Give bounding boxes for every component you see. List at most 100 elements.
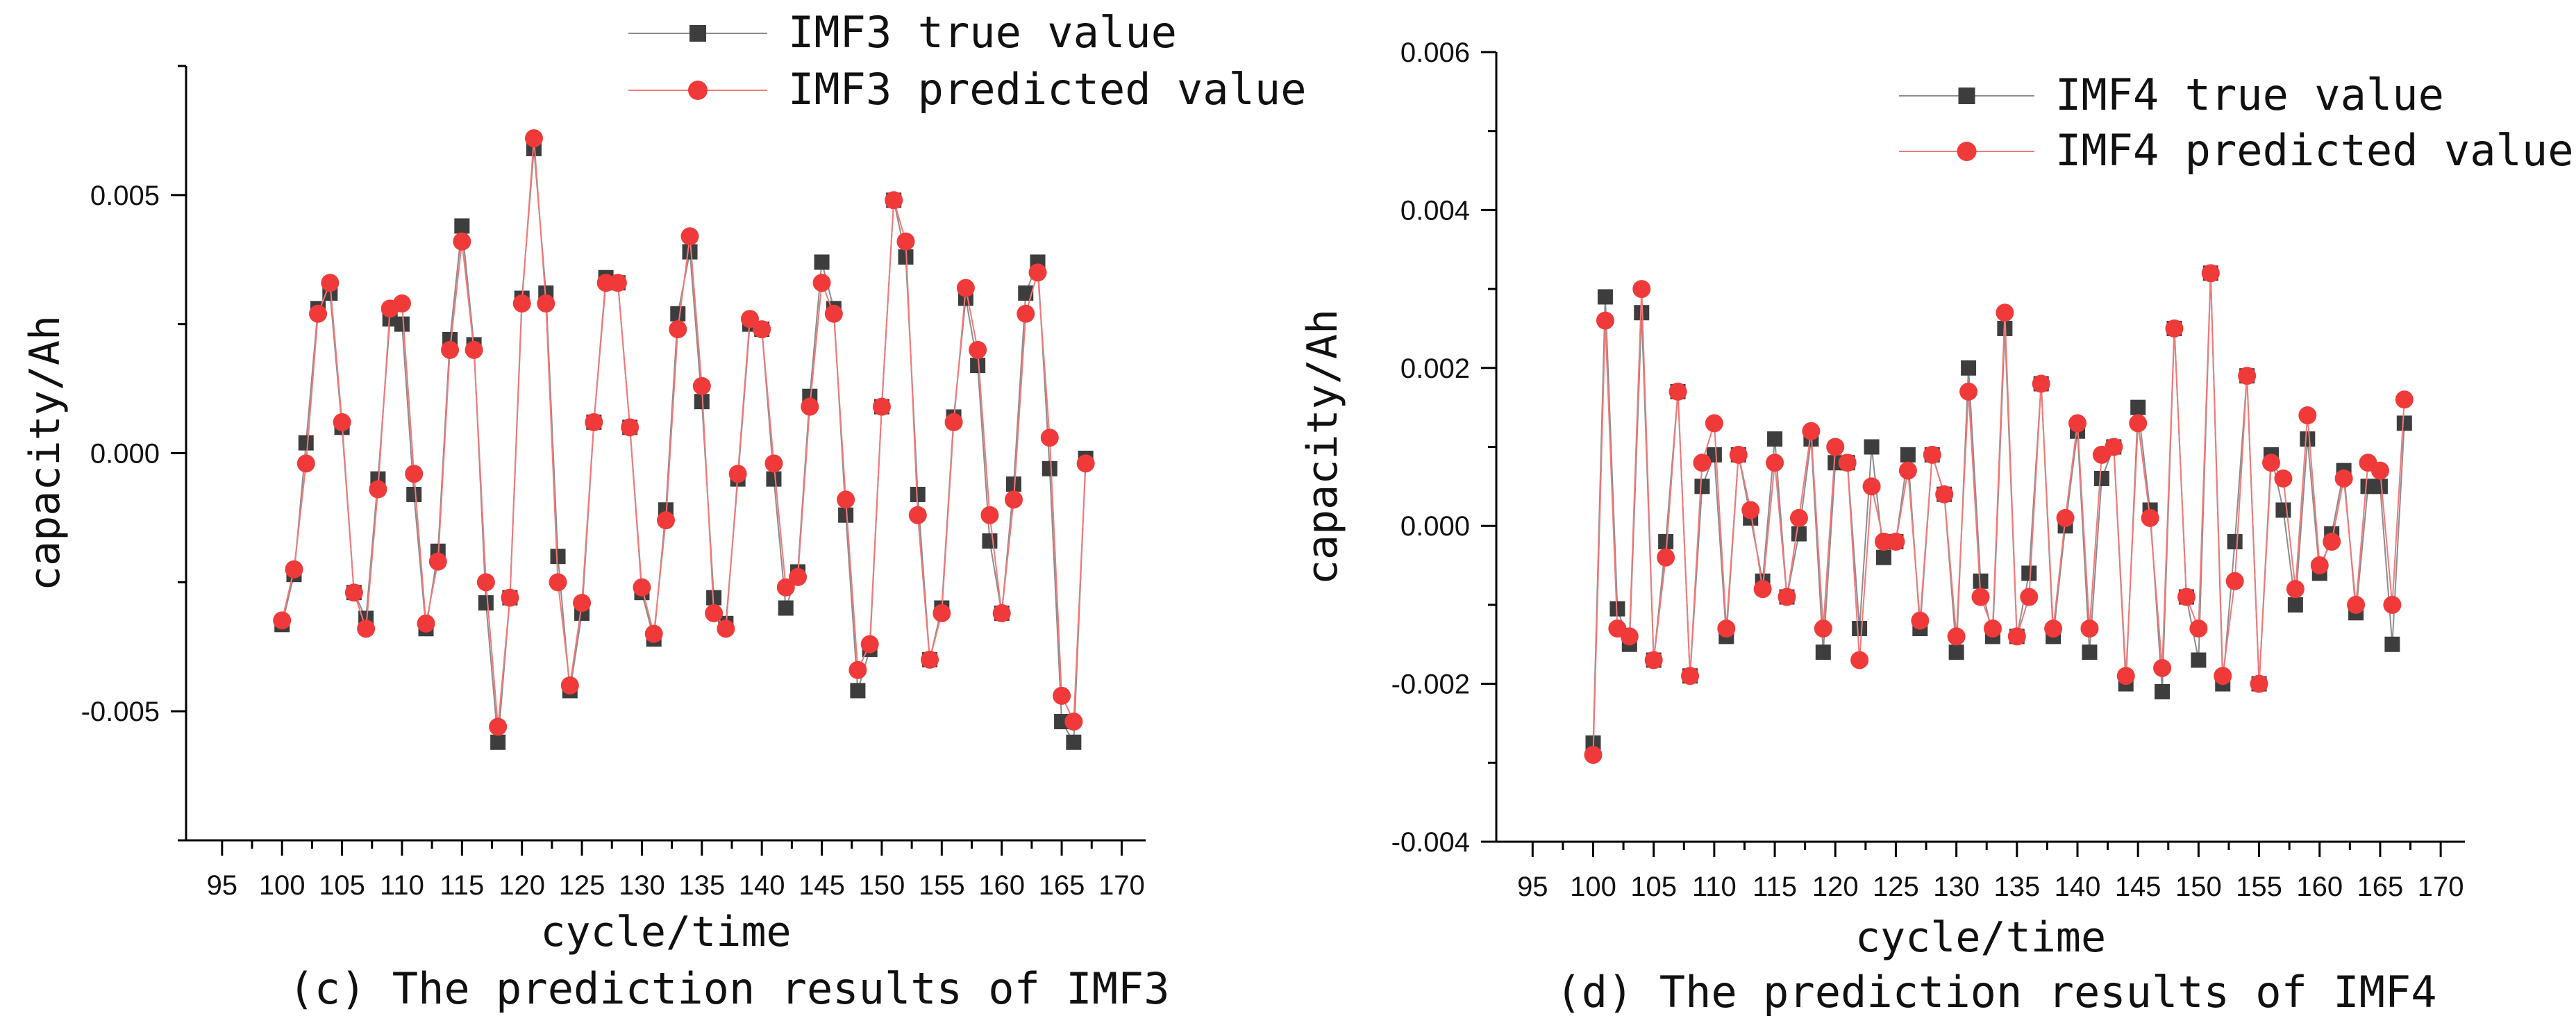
data-point-circle xyxy=(1935,485,1954,504)
x-tick-label: 95 xyxy=(1517,872,1548,902)
data-point-square xyxy=(406,486,422,502)
data-point-circle xyxy=(896,232,915,251)
x-tick-label: 100 xyxy=(1570,872,1616,902)
data-point-circle xyxy=(789,567,808,586)
data-point-circle xyxy=(296,454,315,473)
data-point-square xyxy=(1018,285,1034,301)
data-point-circle xyxy=(2056,508,2075,527)
x-tick-label: 105 xyxy=(1630,872,1677,902)
data-point-circle xyxy=(621,418,639,437)
data-point-circle xyxy=(1802,422,1821,440)
data-point-circle xyxy=(1778,588,1796,606)
data-point-circle xyxy=(369,480,387,499)
data-point-square xyxy=(910,486,926,502)
data-point-square xyxy=(2191,652,2207,668)
data-point-circle xyxy=(1632,280,1651,299)
data-point-circle xyxy=(2116,667,2135,685)
data-point-circle xyxy=(801,397,819,416)
data-point-square xyxy=(982,533,998,549)
data-point-square xyxy=(2227,533,2243,549)
data-point-circle xyxy=(1947,627,1966,646)
data-point-square xyxy=(298,435,314,451)
data-point-circle xyxy=(1996,303,2014,322)
data-point-circle xyxy=(1053,686,1071,705)
data-point-square xyxy=(1815,644,1831,660)
data-point-circle xyxy=(476,573,495,592)
data-point-circle xyxy=(524,129,543,148)
data-point-circle xyxy=(2274,469,2293,488)
data-point-square xyxy=(850,683,866,699)
y-tick-label: 0.002 xyxy=(1400,354,1470,384)
data-point-circle xyxy=(992,604,1011,622)
data-point-square xyxy=(1005,476,1021,492)
data-point-circle xyxy=(2225,572,2244,590)
data-point-circle xyxy=(1862,477,1881,496)
data-point-circle xyxy=(2383,595,2402,614)
data-point-square xyxy=(1961,360,1977,376)
data-point-circle xyxy=(1596,311,1614,330)
data-point-circle xyxy=(1766,454,1784,472)
data-point-circle xyxy=(669,320,687,339)
data-point-circle xyxy=(560,676,579,695)
data-point-circle xyxy=(2007,627,2026,646)
data-point-circle xyxy=(908,506,927,524)
data-point-circle xyxy=(2177,588,2196,606)
data-point-circle xyxy=(2298,406,2317,425)
legend: IMF3 true value IMF3 predicted value xyxy=(628,7,1307,115)
x-tick-label: 165 xyxy=(1039,870,1085,901)
data-point-circle xyxy=(1814,619,1832,638)
x-tick-label: 140 xyxy=(739,870,785,901)
data-point-circle xyxy=(428,552,447,571)
data-point-square xyxy=(814,254,830,270)
data-point-circle xyxy=(1983,619,2002,638)
data-point-circle xyxy=(740,310,759,328)
data-point-square xyxy=(550,549,566,565)
data-point-circle xyxy=(2080,619,2099,638)
data-point-square xyxy=(1066,734,1082,750)
data-point-circle xyxy=(2068,414,2086,433)
data-point-circle xyxy=(1064,713,1083,731)
data-point-circle xyxy=(285,560,303,579)
data-point-circle xyxy=(1898,461,1917,480)
data-point-square xyxy=(1042,460,1057,476)
data-point-circle xyxy=(1887,532,1905,551)
data-point-circle xyxy=(1741,501,1760,519)
y-tick-label: 0.000 xyxy=(90,439,160,469)
data-point-circle xyxy=(2310,556,2329,575)
data-point-circle xyxy=(1826,438,1845,456)
data-point-circle xyxy=(705,604,724,622)
data-point-circle xyxy=(764,454,783,473)
data-point-square xyxy=(2396,415,2412,431)
x-tick-label: 130 xyxy=(619,870,665,901)
data-point-circle xyxy=(273,611,292,630)
data-point-circle xyxy=(2153,658,2172,677)
data-point-circle xyxy=(1959,382,1978,401)
x-axis-ticks: 95 100 105 110 115 120 125 130 135 140 145 150 155 16… xyxy=(207,840,1145,901)
figure-caption: (c) The prediction results of IMF3 xyxy=(288,963,1169,1014)
x-tick-label: 140 xyxy=(2055,872,2101,902)
data-point-circle xyxy=(1004,490,1023,509)
data-point-circle xyxy=(2323,532,2341,551)
data-point-square xyxy=(2360,479,2376,494)
data-point-circle xyxy=(2238,367,2257,385)
legend-label: IMF4 predicted value xyxy=(2055,125,2574,176)
data-point-circle xyxy=(812,274,831,292)
data-point-circle xyxy=(2347,595,2366,614)
data-point-circle xyxy=(860,635,879,654)
x-tick-label: 110 xyxy=(380,870,424,901)
x-tick-label: 160 xyxy=(2296,872,2343,902)
legend-marker-square xyxy=(1958,88,1975,104)
data-point-circle xyxy=(1681,667,1699,685)
data-point-circle xyxy=(441,340,460,359)
data-point-circle xyxy=(2129,414,2148,433)
data-point-square xyxy=(2082,644,2098,660)
x-tick-label: 170 xyxy=(1098,870,1145,901)
data-point-circle xyxy=(848,660,867,679)
data-point-circle xyxy=(2141,508,2159,527)
data-point-circle xyxy=(1729,445,1748,464)
data-point-circle xyxy=(573,594,592,613)
data-point-circle xyxy=(644,624,663,643)
y-axis-ticks: -0.005 0.000 0.005 xyxy=(81,65,186,842)
series-predicted-value xyxy=(273,129,1095,736)
